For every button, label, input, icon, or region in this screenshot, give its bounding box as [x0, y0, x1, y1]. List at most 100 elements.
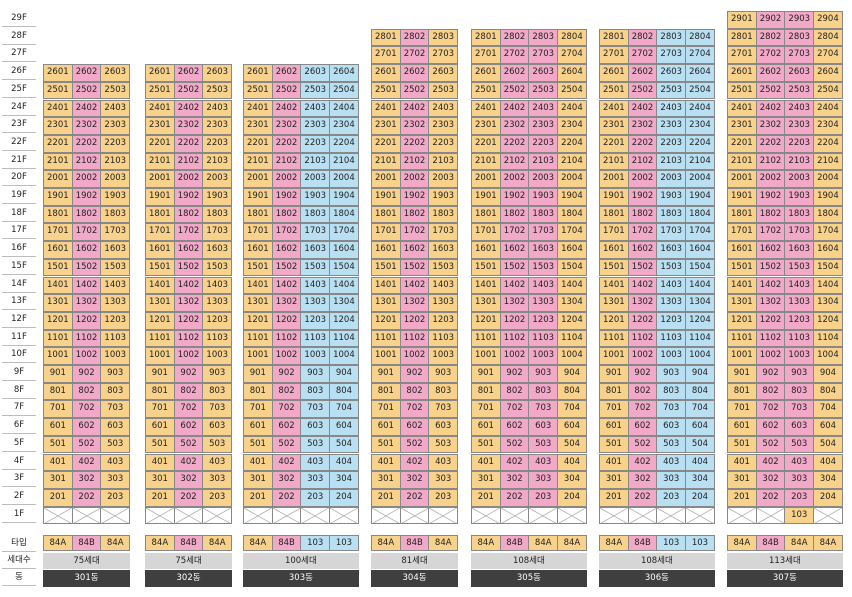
unit-305동-1002[interactable]: 1002	[499, 347, 530, 365]
unit-302동-903[interactable]: 903	[202, 365, 233, 383]
unit-306동-1503[interactable]: 1503	[656, 258, 687, 277]
unit-307동-301[interactable]: 301	[727, 471, 757, 489]
unit-302동-503[interactable]: 503	[202, 435, 233, 454]
unit-301동-703[interactable]: 703	[100, 400, 131, 419]
unit-305동-204[interactable]: 204	[557, 488, 587, 507]
unit-307동-1803[interactable]: 1803	[784, 205, 815, 224]
unit-305동-704[interactable]: 704	[557, 400, 587, 419]
unit-305동-1101[interactable]: 1101	[471, 329, 501, 348]
unit-305동-502[interactable]: 502	[499, 435, 530, 454]
unit-305동-501[interactable]: 501	[471, 435, 501, 454]
unit-303동-804[interactable]: 804	[329, 382, 359, 401]
unit-307동-2303[interactable]: 2303	[784, 117, 815, 135]
unit-305동-603[interactable]: 603	[528, 418, 559, 436]
unit-305동-1803[interactable]: 1803	[528, 205, 559, 224]
unit-306동-304[interactable]: 304	[685, 471, 715, 489]
unit-306동-902[interactable]: 902	[627, 365, 658, 383]
unit-307동-1302[interactable]: 1302	[755, 294, 786, 312]
unit-303동-1003[interactable]: 1003	[300, 347, 331, 365]
unit-301동-2201[interactable]: 2201	[43, 134, 73, 153]
unit-307동-2301[interactable]: 2301	[727, 117, 757, 135]
unit-301동-803[interactable]: 803	[100, 382, 131, 401]
unit-306동-2203[interactable]: 2203	[656, 134, 687, 153]
unit-305동-1902[interactable]: 1902	[499, 188, 530, 206]
unit-301동-602[interactable]: 602	[71, 418, 102, 436]
unit-306동-1902[interactable]: 1902	[627, 188, 658, 206]
unit-303동-2504[interactable]: 2504	[329, 81, 359, 100]
unit-303동-1101[interactable]: 1101	[243, 329, 273, 348]
unit-301동-1501[interactable]: 1501	[43, 258, 73, 277]
unit-303동-1604[interactable]: 1604	[329, 241, 359, 259]
unit-304동-802[interactable]: 802	[399, 382, 430, 401]
unit-306동-2303[interactable]: 2303	[656, 117, 687, 135]
unit-301동-1502[interactable]: 1502	[71, 258, 102, 277]
unit-306동-702[interactable]: 702	[627, 400, 658, 419]
unit-302동-1402[interactable]: 1402	[173, 276, 204, 295]
unit-306동-1102[interactable]: 1102	[627, 329, 658, 348]
unit-307동-2501[interactable]: 2501	[727, 81, 757, 100]
unit-304동-2201[interactable]: 2201	[371, 134, 401, 153]
unit-301동-1602[interactable]: 1602	[71, 241, 102, 259]
unit-305동-202[interactable]: 202	[499, 488, 530, 507]
unit-303동-801[interactable]: 801	[243, 382, 273, 401]
unit-306동-2401[interactable]: 2401	[599, 99, 629, 118]
unit-306동-1504[interactable]: 1504	[685, 258, 715, 277]
unit-306동-1203[interactable]: 1203	[656, 311, 687, 330]
unit-301동-2003[interactable]: 2003	[100, 170, 131, 188]
unit-302동-2001[interactable]: 2001	[145, 170, 175, 188]
unit-307동-1601[interactable]: 1601	[727, 241, 757, 259]
unit-301동-1001[interactable]: 1001	[43, 347, 73, 365]
unit-301동-902[interactable]: 902	[71, 365, 102, 383]
unit-305동-301[interactable]: 301	[471, 471, 501, 489]
unit-304동-1703[interactable]: 1703	[428, 223, 459, 242]
unit-305동-2703[interactable]: 2703	[528, 46, 559, 65]
unit-307동-403[interactable]: 403	[784, 453, 815, 472]
unit-305동-2502[interactable]: 2502	[499, 81, 530, 100]
unit-301동-2102[interactable]: 2102	[71, 152, 102, 171]
unit-303동-1104[interactable]: 1104	[329, 329, 359, 348]
unit-306동-1801[interactable]: 1801	[599, 205, 629, 224]
unit-303동-2203[interactable]: 2203	[300, 134, 331, 153]
unit-306동-1104[interactable]: 1104	[685, 329, 715, 348]
unit-307동-2803[interactable]: 2803	[784, 28, 815, 47]
unit-307동-1804[interactable]: 1804	[813, 205, 843, 224]
unit-306동-1803[interactable]: 1803	[656, 205, 687, 224]
unit-306동-1603[interactable]: 1603	[656, 241, 687, 259]
unit-306동-1403[interactable]: 1403	[656, 276, 687, 295]
unit-307동-502[interactable]: 502	[755, 435, 786, 454]
unit-303동-1901[interactable]: 1901	[243, 188, 273, 206]
unit-303동-2603[interactable]: 2603	[300, 64, 331, 82]
unit-305동-1704[interactable]: 1704	[557, 223, 587, 242]
unit-306동-1702[interactable]: 1702	[627, 223, 658, 242]
unit-302동-1702[interactable]: 1702	[173, 223, 204, 242]
unit-302동-803[interactable]: 803	[202, 382, 233, 401]
unit-306동-401[interactable]: 401	[599, 453, 629, 472]
unit-307동-602[interactable]: 602	[755, 418, 786, 436]
unit-304동-602[interactable]: 602	[399, 418, 430, 436]
unit-304동-2702[interactable]: 2702	[399, 46, 430, 65]
unit-304동-1103[interactable]: 1103	[428, 329, 459, 348]
unit-307동-2104[interactable]: 2104	[813, 152, 843, 171]
unit-305동-1001[interactable]: 1001	[471, 347, 501, 365]
unit-306동-2003[interactable]: 2003	[656, 170, 687, 188]
unit-301동-1801[interactable]: 1801	[43, 205, 73, 224]
unit-305동-2503[interactable]: 2503	[528, 81, 559, 100]
unit-306동-2802[interactable]: 2802	[627, 28, 658, 47]
unit-301동-502[interactable]: 502	[71, 435, 102, 454]
unit-306동-804[interactable]: 804	[685, 382, 715, 401]
unit-305동-2204[interactable]: 2204	[557, 134, 587, 153]
unit-303동-1503[interactable]: 1503	[300, 258, 331, 277]
unit-303동-201[interactable]: 201	[243, 488, 273, 507]
unit-305동-2004[interactable]: 2004	[557, 170, 587, 188]
unit-301동-1901[interactable]: 1901	[43, 188, 73, 206]
unit-304동-2603[interactable]: 2603	[428, 64, 459, 82]
unit-306동-1204[interactable]: 1204	[685, 311, 715, 330]
unit-302동-201[interactable]: 201	[145, 488, 175, 507]
unit-304동-2602[interactable]: 2602	[399, 64, 430, 82]
unit-305동-1801[interactable]: 1801	[471, 205, 501, 224]
unit-303동-2301[interactable]: 2301	[243, 117, 273, 135]
unit-304동-201[interactable]: 201	[371, 488, 401, 507]
unit-305동-2301[interactable]: 2301	[471, 117, 501, 135]
unit-305동-1903[interactable]: 1903	[528, 188, 559, 206]
unit-306동-1901[interactable]: 1901	[599, 188, 629, 206]
